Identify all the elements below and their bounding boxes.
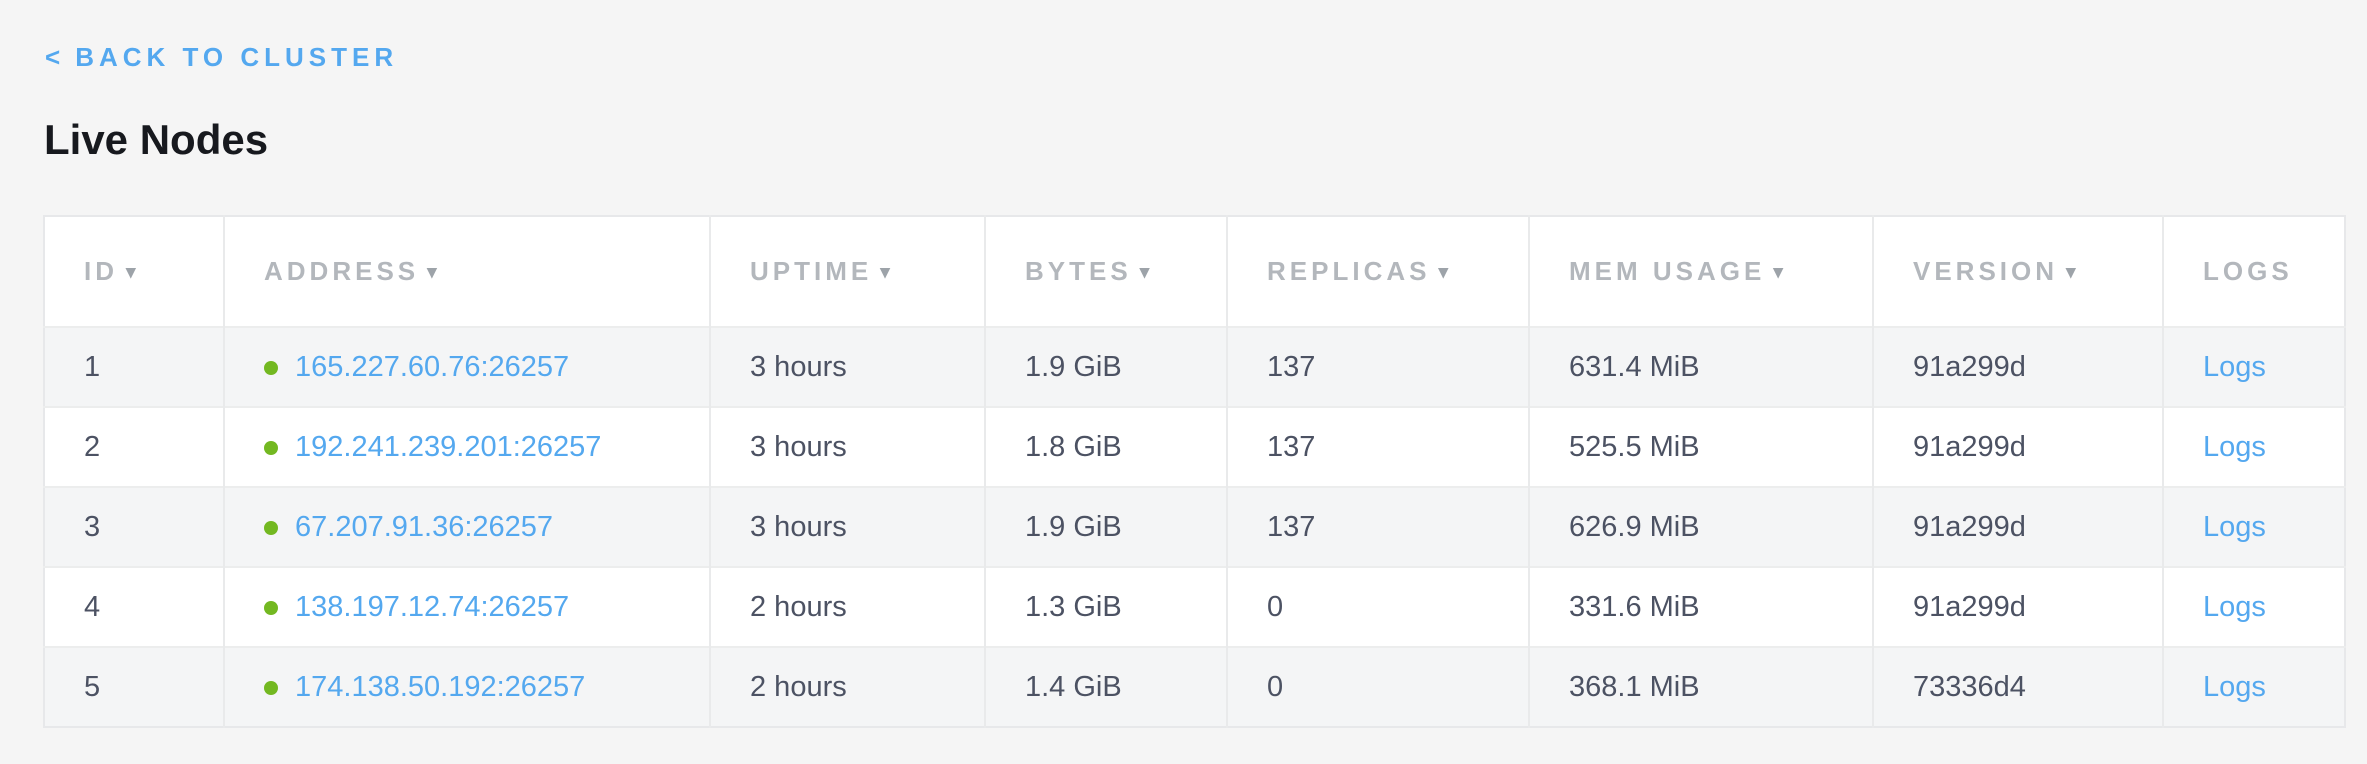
node-status-dot-icon [264,521,278,536]
node-version-cell: 91a299d [1873,567,2164,648]
back-chevron-icon: < [45,42,66,72]
column-header-id[interactable]: ID ▾ [44,216,225,328]
column-header-version[interactable]: VERSION ▾ [1873,216,2164,328]
node-replicas-cell: 137 [1227,407,1530,488]
node-bytes-cell: 1.3 GiB [985,567,1228,648]
column-header-uptime[interactable]: UPTIME ▾ [710,216,986,328]
column-header-label: MEM USAGE [1569,256,1766,287]
node-replicas-cell: 0 [1227,647,1530,728]
sort-arrow-icon: ▾ [880,262,890,284]
sort-arrow-icon: ▾ [126,262,136,284]
node-mem-usage-cell: 626.9 MiB [1529,487,1874,568]
column-header-replicas[interactable]: REPLICAS ▾ [1227,216,1530,328]
node-id-cell: 4 [44,567,225,648]
sort-arrow-icon: ▾ [1438,262,1449,284]
node-bytes-cell: 1.8 GiB [985,407,1228,488]
node-version-cell: 91a299d [1873,407,2164,488]
node-logs-cell: Logs [2163,407,2345,487]
page-title: Live Nodes [44,116,269,163]
node-row: 3 67.207.91.36:26257 3 hours 1.9 GiB 137 626.… [44,487,2345,568]
node-logs-cell: Logs [2163,487,2345,567]
node-id-cell: 1 [44,327,225,408]
node-mem-usage-cell: 331.6 MiB [1529,567,1874,648]
node-uptime-cell: 2 hours [710,647,986,728]
node-row: 1 165.227.60.76:26257 3 hours 1.9 GiB 137 631… [44,327,2345,408]
node-row: 4 138.197.12.74:26257 2 hours 1.3 GiB 0 331.6… [44,567,2345,648]
node-bytes-cell: 1.9 GiB [985,487,1228,568]
node-row: 5 174.138.50.192:26257 2 hours 1.4 GiB 0 368.… [44,647,2345,728]
node-address-link[interactable]: 174.138.50.192:26257 [295,670,586,703]
node-logs-link[interactable]: Logs [2203,430,2266,463]
node-logs-cell: Logs [2163,647,2345,727]
node-uptime-cell: 3 hours [710,327,986,408]
sort-arrow-icon: ▾ [2066,262,2076,284]
node-mem-usage-cell: 631.4 MiB [1529,327,1874,408]
column-header-address[interactable]: ADDRESS ▾ [224,216,711,328]
node-version-cell: 91a299d [1873,327,2164,408]
node-uptime-cell: 3 hours [710,487,986,568]
node-mem-usage-cell: 368.1 MiB [1529,647,1874,728]
column-header-logs: LOGS [2163,216,2345,327]
node-replicas-cell: 137 [1227,327,1530,408]
column-header-label: REPLICAS [1267,256,1431,287]
node-status-dot-icon [264,441,278,456]
node-uptime-cell: 2 hours [710,567,986,648]
back-to-cluster-link[interactable]: < BACK TO CLUSTER [45,44,398,70]
node-row: 2 192.241.239.201:26257 3 hours 1.8 GiB 137 5… [44,407,2345,488]
node-address-link[interactable]: 165.227.60.76:26257 [295,350,570,383]
node-logs-link[interactable]: Logs [2203,350,2266,383]
node-address-link[interactable]: 67.207.91.36:26257 [295,510,554,543]
node-status-dot-icon [264,601,278,616]
live-nodes-table: ID ▾ ADDRESS ▾ UPTIME ▾ BYTES ▾ REPLICAS ▾ MEM USA… [43,215,2346,729]
sort-arrow-icon: ▾ [1139,262,1150,284]
node-logs-link[interactable]: Logs [2203,670,2266,703]
node-version-cell: 91a299d [1873,487,2164,568]
node-status-dot-icon [264,681,278,696]
node-address-link[interactable]: 192.241.239.201:26257 [295,430,602,463]
column-header-label: ID [84,256,118,287]
column-header-label: ADDRESS [264,256,420,287]
sort-arrow-icon: ▾ [1773,262,1783,284]
node-address-cell: 174.138.50.192:26257 [224,647,711,728]
node-mem-usage-cell: 525.5 MiB [1529,407,1874,488]
node-id-cell: 2 [44,407,225,488]
node-bytes-cell: 1.9 GiB [985,327,1228,408]
column-header-bytes[interactable]: BYTES ▾ [985,216,1228,328]
node-address-link[interactable]: 138.197.12.74:26257 [295,590,570,623]
node-logs-link[interactable]: Logs [2203,590,2266,623]
node-id-cell: 5 [44,647,225,728]
node-logs-cell: Logs [2163,567,2345,647]
node-uptime-cell: 3 hours [710,407,986,488]
live-nodes-page: < BACK TO CLUSTER Live Nodes ID ▾ ADDRESS ▾ U… [43,44,2346,729]
node-address-cell: 67.207.91.36:26257 [224,487,711,568]
column-header-mem_usage[interactable]: MEM USAGE ▾ [1529,216,1874,328]
node-bytes-cell: 1.4 GiB [985,647,1228,728]
node-version-cell: 73336d4 [1873,647,2164,728]
node-address-cell: 138.197.12.74:26257 [224,567,711,648]
back-link-label: BACK TO CLUSTER [75,42,399,72]
node-address-cell: 192.241.239.201:26257 [224,407,711,488]
node-logs-cell: Logs [2163,327,2345,407]
column-header-label: BYTES [1025,256,1132,287]
sort-arrow-icon: ▾ [427,262,437,284]
node-logs-link[interactable]: Logs [2203,510,2266,543]
node-address-cell: 165.227.60.76:26257 [224,327,711,408]
column-header-label: LOGS [2203,256,2293,287]
node-status-dot-icon [264,361,278,376]
node-id-cell: 3 [44,487,225,568]
table-header-row: ID ▾ ADDRESS ▾ UPTIME ▾ BYTES ▾ REPLICAS ▾ MEM USA… [44,216,2345,328]
node-replicas-cell: 0 [1227,567,1530,648]
column-header-label: UPTIME [750,256,873,287]
column-header-label: VERSION [1913,256,2059,287]
node-replicas-cell: 137 [1227,487,1530,568]
